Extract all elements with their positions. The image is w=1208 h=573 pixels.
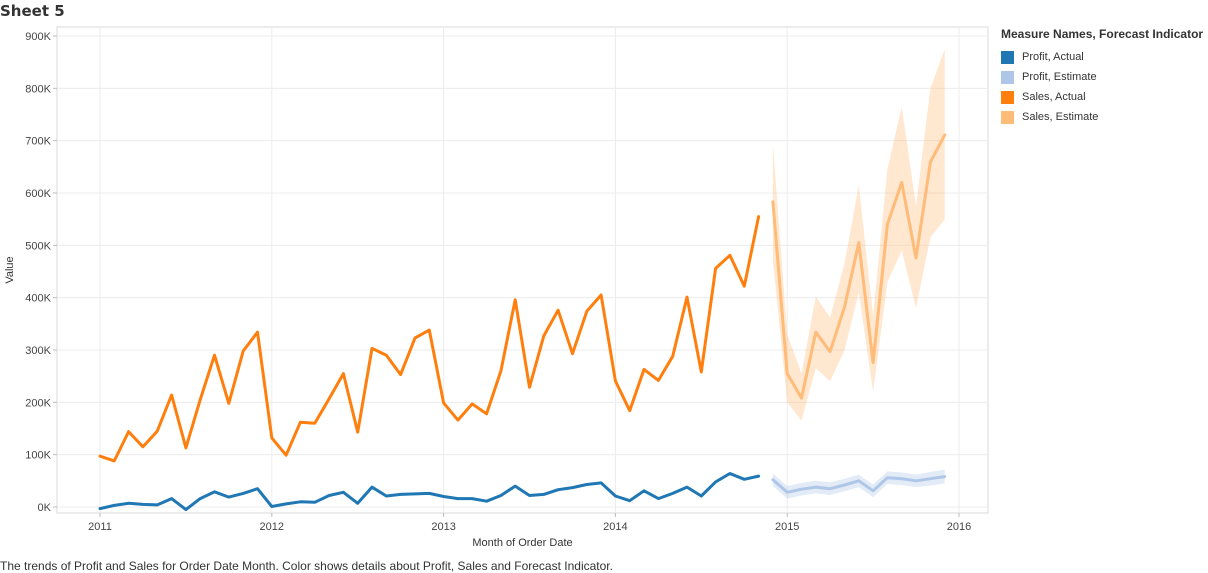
legend-label: Sales, Estimate	[1022, 111, 1099, 123]
legend-item-sales-estimate[interactable]: Sales, Estimate	[1001, 107, 1203, 127]
x-tick-label: 2011	[88, 521, 112, 533]
x-tick-label: 2015	[775, 521, 799, 533]
plot-area	[56, 26, 989, 514]
y-tick-label: 300K	[25, 345, 51, 357]
legend-label: Sales, Actual	[1022, 91, 1086, 103]
chart-caption: The trends of Profit and Sales for Order…	[0, 559, 613, 573]
y-tick-label: 200K	[25, 397, 51, 409]
legend-label: Profit, Actual	[1022, 51, 1084, 63]
legend-title: Measure Names, Forecast Indicator	[1001, 27, 1204, 41]
legend-swatch	[1001, 110, 1014, 124]
y-tick-label: 800K	[25, 83, 51, 95]
y-tick-label: 100K	[25, 450, 51, 462]
x-tick-label: 2012	[260, 521, 284, 533]
band-sales-estimate	[772, 49, 945, 421]
y-tick-label: 900K	[25, 31, 51, 43]
y-tick-label: 400K	[25, 293, 51, 305]
legend-swatch	[1001, 70, 1014, 84]
series-line-profit-actual	[98, 472, 761, 512]
x-axis-title: Month of Order Date	[472, 537, 572, 549]
legend-item-sales-actual[interactable]: Sales, Actual	[1001, 87, 1203, 107]
line-chart: 0K 100K 200K 300K 400K 500K 600K 700K 800K 900K 20…	[4, 26, 989, 549]
y-tick-label: 500K	[25, 240, 51, 252]
y-tick-label: 0K	[38, 502, 52, 514]
legend-swatch	[1001, 90, 1014, 104]
legend-label: Profit, Estimate	[1022, 71, 1097, 83]
series-line-profit-estimate	[771, 475, 947, 494]
legend: Measure Names, Forecast Indicator Profit…	[1001, 27, 1203, 127]
y-axis-title: Value	[4, 256, 16, 283]
series-line-sales-actual	[98, 215, 761, 463]
band-profit-estimate	[772, 469, 945, 499]
y-tick-label: 700K	[25, 136, 51, 148]
series-line-sales-estimate	[771, 133, 947, 400]
x-tick-label: 2014	[603, 521, 627, 533]
legend-item-profit-estimate[interactable]: Profit, Estimate	[1001, 67, 1203, 87]
y-tick-label: 600K	[25, 188, 51, 200]
x-tick-label: 2016	[947, 521, 971, 533]
legend-swatch	[1001, 50, 1014, 64]
legend-item-profit-actual[interactable]: Profit, Actual	[1001, 47, 1203, 67]
sheet-title: Sheet 5	[0, 2, 65, 20]
x-tick-label: 2013	[431, 521, 455, 533]
